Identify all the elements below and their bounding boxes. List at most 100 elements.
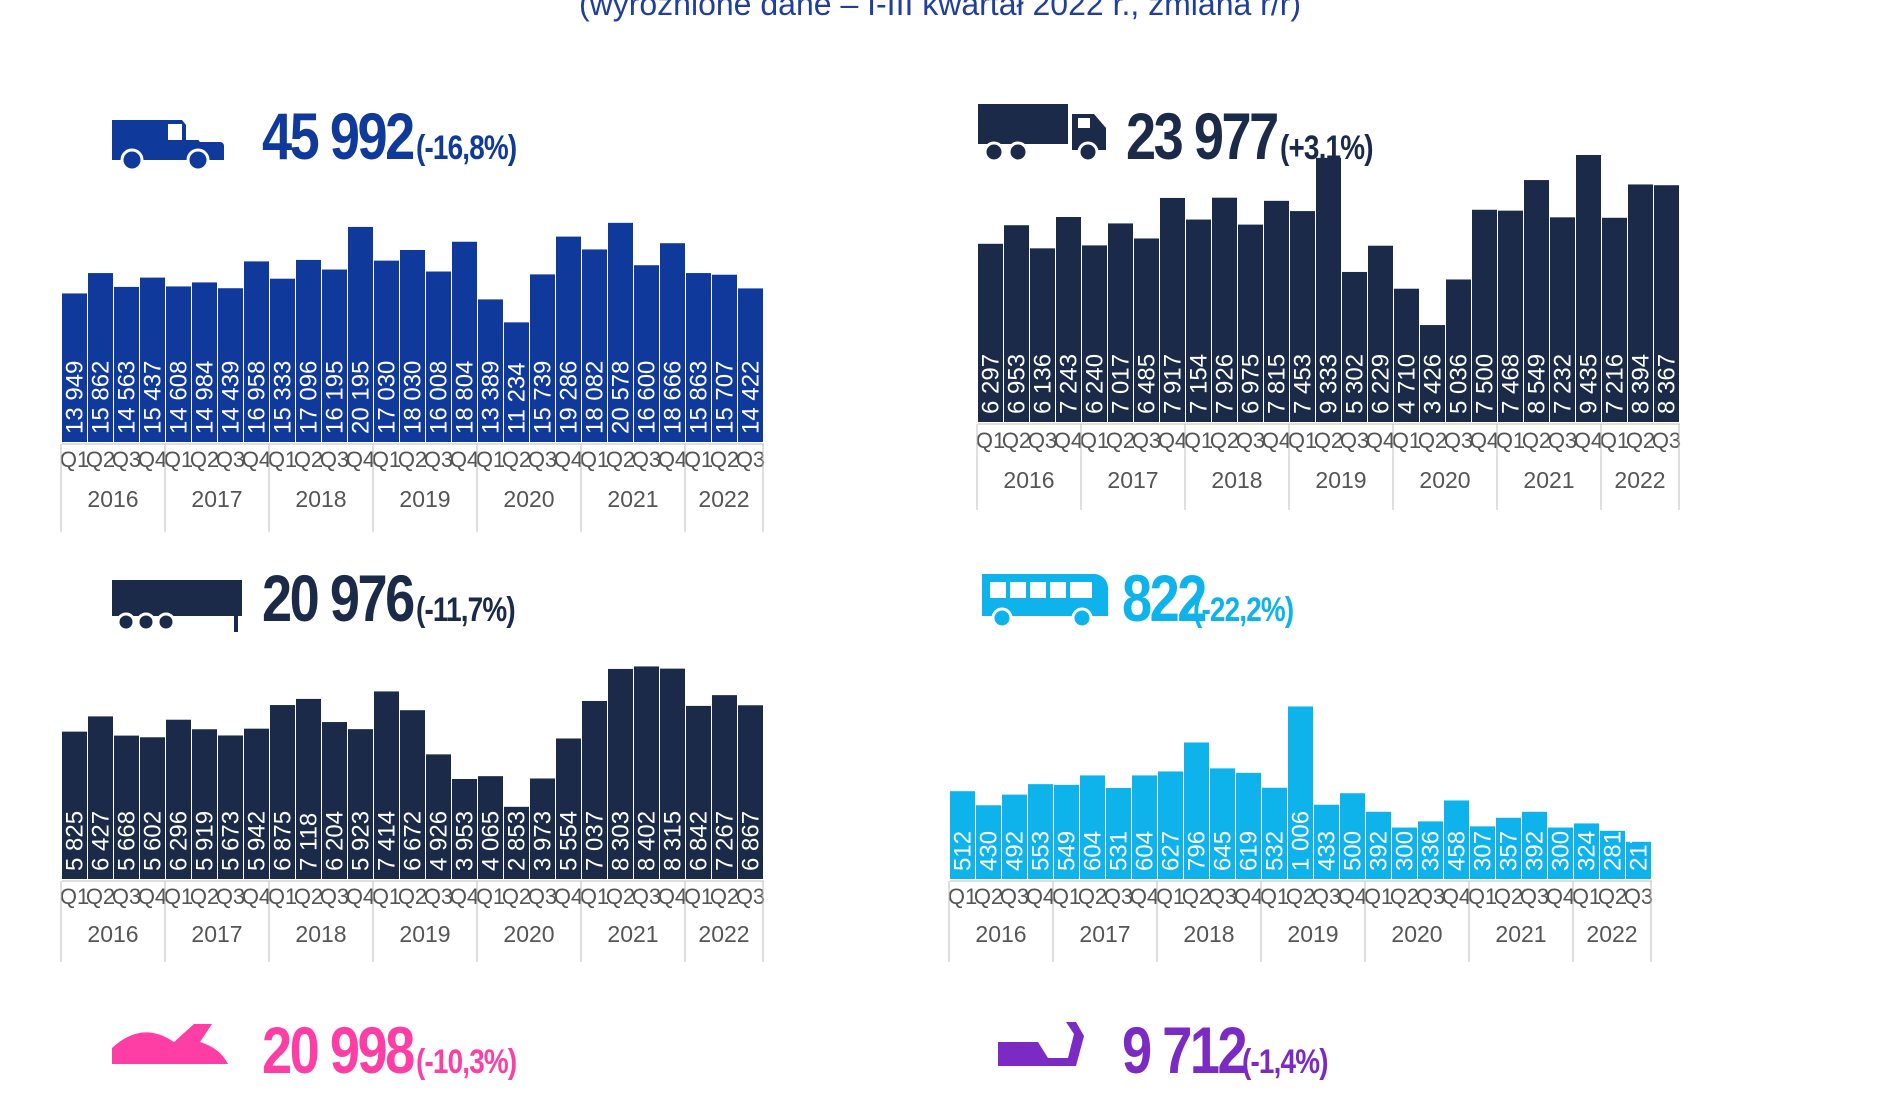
- vans-bar: [114, 286, 139, 442]
- trucks-bar: [1498, 210, 1523, 422]
- vans-quarter-tick: Q3: [424, 447, 453, 472]
- chart-subtitle: (wyróżnione dane – I-III kwartał 2022 r.…: [578, 0, 1302, 22]
- van-icon: [112, 120, 224, 172]
- vans-bar: [244, 261, 269, 442]
- semitrailers-quarter-tick: Q4: [138, 884, 167, 909]
- buses-bar: [1262, 787, 1287, 879]
- buses-quarter-tick: Q1: [1364, 884, 1393, 909]
- semitrailers-year-label: 2016: [87, 921, 138, 947]
- semitrailers-bar: [296, 698, 321, 879]
- vans-bar-value: 13 389: [478, 361, 505, 434]
- buses-bar: [1600, 830, 1625, 879]
- vans-bar: [686, 273, 711, 442]
- buses-bar-value: 531: [1106, 831, 1133, 871]
- vans-bar: [608, 222, 633, 442]
- buses-bar-value: 392: [1366, 831, 1393, 871]
- trucks-bar-value: 6 953: [1004, 354, 1031, 414]
- vans-quarter-tick: Q2: [502, 447, 531, 472]
- vans-bar: [62, 293, 87, 442]
- semitrailers-bar: [478, 776, 503, 879]
- vans-bar: [192, 282, 217, 442]
- buses-bar-value: 430: [976, 831, 1003, 871]
- semitrailers-bar-value: 6 427: [88, 811, 115, 871]
- vans-quarter-tick: Q3: [112, 447, 141, 472]
- trucks-quarter-tick: Q3: [1652, 428, 1681, 453]
- trucks-quarter-tick: Q3: [1340, 428, 1369, 453]
- buses-bar: [1496, 817, 1521, 879]
- buses-quarter-tick: Q1: [1052, 884, 1081, 909]
- trucks-bar: [1472, 209, 1497, 422]
- trucks-bar-value: 6 297: [978, 354, 1005, 414]
- trucks-bar-value: 7 468: [1498, 354, 1525, 414]
- vans-quarter-tick: Q2: [190, 447, 219, 472]
- semitrailers-bar: [218, 735, 243, 879]
- vans-quarter-tick: Q1: [268, 447, 297, 472]
- vans-quarter-tick: Q2: [606, 447, 635, 472]
- semitrailers-quarter-tick: Q4: [346, 884, 375, 909]
- vans-total: 45 992: [262, 99, 415, 173]
- buses-bar-value: 512: [950, 831, 977, 871]
- trucks-panel: 23 977 (+3,1%) 6 297 6 953 6 136 7 243 6 240…: [976, 99, 1828, 510]
- buses-change: (-22,2%): [1193, 591, 1294, 629]
- buses-bar-value: 307: [1470, 831, 1497, 871]
- trucks-bar-value: 8 549: [1524, 354, 1551, 414]
- trucks-quarter-tick: Q2: [1002, 428, 1031, 453]
- vans-quarter-tick: Q4: [658, 447, 687, 472]
- buses-bar: [1158, 771, 1183, 879]
- trucks-bar: [1602, 217, 1627, 422]
- trucks-bar: [1654, 185, 1679, 422]
- buses-quarter-tick: Q3: [1000, 884, 1029, 909]
- buses-bar: [1340, 793, 1365, 879]
- trucks-bar-value: 7 453: [1290, 354, 1317, 414]
- vans-bar: [712, 274, 737, 442]
- buses-bar: [1444, 800, 1469, 879]
- semitrailers-quarter-tick: Q1: [580, 884, 609, 909]
- semitrailers-quarter-tick: Q1: [60, 884, 89, 909]
- trucks-quarter-tick: Q1: [1496, 428, 1525, 453]
- buses-quarter-tick: Q3: [1312, 884, 1341, 909]
- trucks-bar: [1030, 248, 1055, 422]
- buses-year-label: 2019: [1287, 921, 1338, 947]
- vans-quarter-tick: Q4: [554, 447, 583, 472]
- buses-bar: [1392, 827, 1417, 879]
- vans-bar: [556, 236, 581, 442]
- vans-bar-value: 19 286: [556, 361, 583, 434]
- semitrailers-bar: [634, 666, 659, 879]
- trucks-bar: [1004, 225, 1029, 422]
- trucks-bar-value: 7 926: [1212, 354, 1239, 414]
- trucks-bar: [1264, 200, 1289, 422]
- buses-bar-value: 532: [1262, 831, 1289, 871]
- trucks-bar-value: 3 426: [1420, 354, 1447, 414]
- buses-bar: [1080, 775, 1105, 879]
- vans-bar: [140, 277, 165, 442]
- buses-quarter-tick: Q4: [1338, 884, 1367, 909]
- vans-year-label: 2017: [191, 486, 242, 512]
- trucks-total: 23 977: [1126, 99, 1279, 173]
- mopeds-panel: 9 712 (-1,4%): [950, 1013, 1800, 1098]
- trucks-bar-value: 7 232: [1550, 354, 1577, 414]
- vans-bar: [348, 226, 373, 442]
- buses-bar-value: 217: [1626, 831, 1653, 871]
- semitrailers-bar-value: 6 204: [322, 811, 349, 871]
- vans-bar-value: 15 862: [88, 361, 115, 434]
- trucks-bar-value: 7 500: [1472, 354, 1499, 414]
- trucks-bar: [1628, 184, 1653, 422]
- buses-year-label: 2022: [1586, 921, 1637, 947]
- semitrailers-bar: [374, 691, 399, 879]
- buses-bar: [1548, 827, 1573, 879]
- vans-quarter-tick: Q2: [86, 447, 115, 472]
- vans-year-label: 2018: [295, 486, 346, 512]
- buses-year-label: 2017: [1079, 921, 1130, 947]
- vans-bar: [582, 249, 607, 442]
- trucks-bar-value: 7 243: [1056, 354, 1083, 414]
- buses-bar-value: 627: [1158, 831, 1185, 871]
- buses-bar: [1574, 823, 1599, 879]
- vans-bar: [270, 278, 295, 442]
- trucks-bar: [1342, 271, 1367, 422]
- trucks-quarter-tick: Q3: [1028, 428, 1057, 453]
- semitrailers-quarter-tick: Q2: [398, 884, 427, 909]
- semitrailers-bar-chart: 5 825 6 427 5 668 5 602 6 296 5 919 5 673 5 942…: [60, 666, 765, 962]
- semitrailers-bar-value: 3 953: [452, 811, 479, 871]
- buses-quarter-tick: Q2: [1286, 884, 1315, 909]
- vans-year-label: 2016: [87, 486, 138, 512]
